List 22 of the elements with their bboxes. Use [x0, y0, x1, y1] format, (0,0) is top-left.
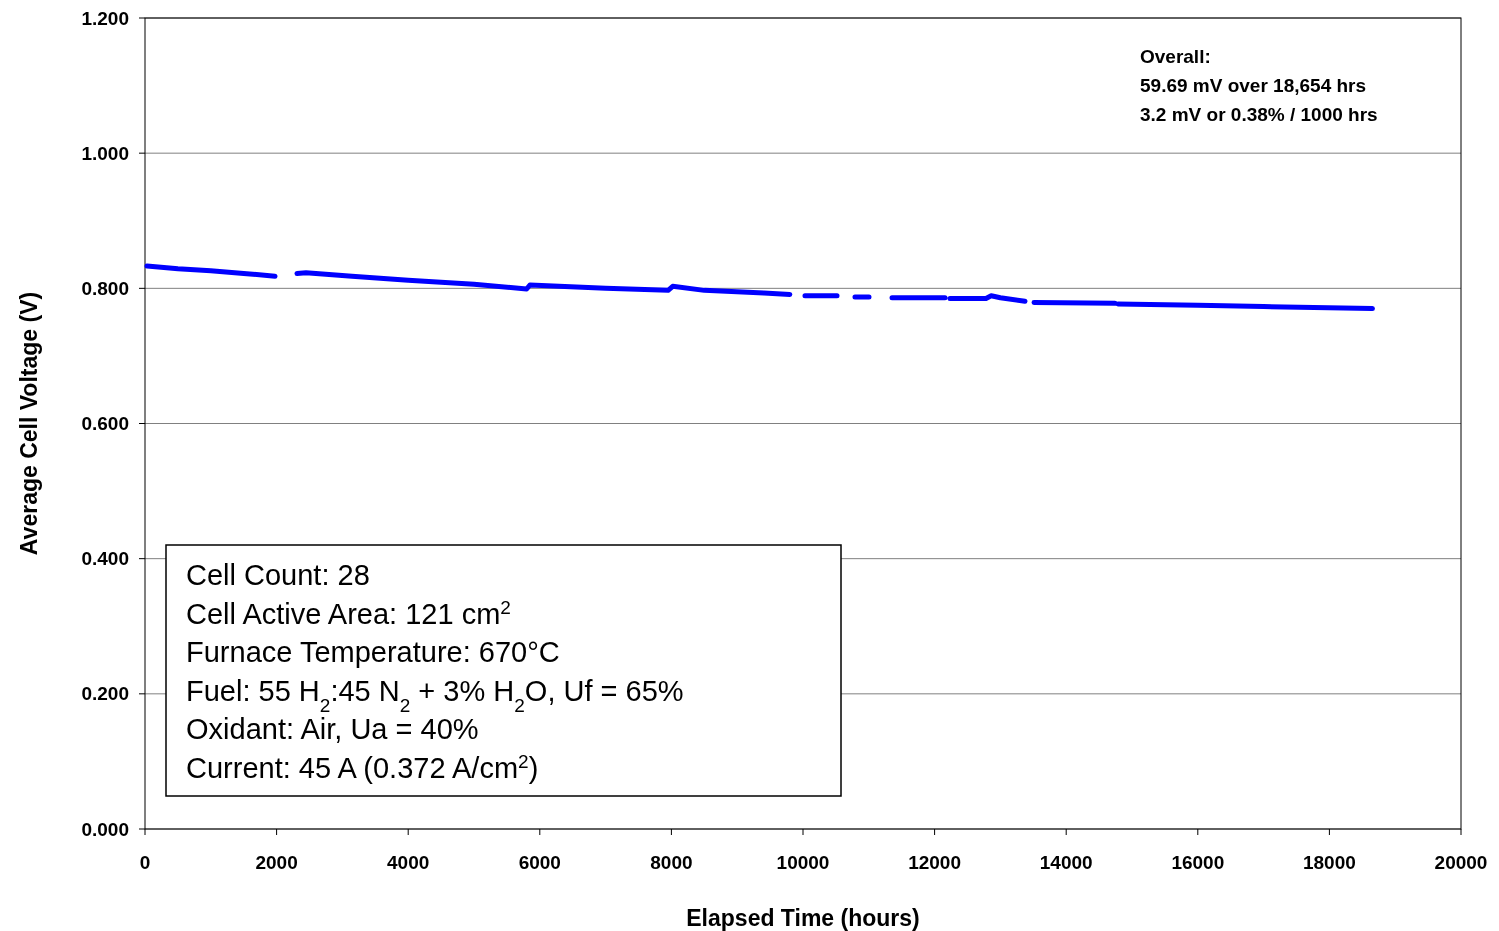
x-tick-label: 2000	[255, 852, 298, 873]
y-tick-label: 0.600	[81, 413, 129, 435]
x-tick-label: 20000	[1434, 852, 1488, 873]
x-axis-title: Elapsed Time (hours)	[686, 905, 920, 931]
y-axis-title: Average Cell Voltage (V)	[16, 291, 42, 556]
text-box: Cell Count: 28 Cell Active Area: 121 cm$^{2}$ Furnace Temperature: 670°C Fuel: 55 H$_{2}$:45 N$_{2}$ + 3% H$_{2}$O, Uf = 65% Oxidant: Air, Ua = 40% Current: 45 A (0.372 A/cm$^{2}$)	[165, 544, 842, 797]
x-tick-label: 10000	[776, 852, 830, 873]
y-tick-label: 1.000	[81, 142, 129, 164]
y-tick-label: 0.200	[81, 683, 129, 705]
x-tick-label: 8000	[650, 852, 693, 873]
y-tick-label: 0.400	[81, 548, 129, 570]
x-tick-label: 12000	[908, 852, 962, 873]
x-tick-label: 4000	[387, 852, 430, 873]
y-tick-label: 0.000	[81, 818, 129, 840]
x-tick-label: 0	[139, 852, 151, 873]
x-tick-label: 16000	[1171, 852, 1225, 873]
x-tick-label: 14000	[1039, 852, 1093, 873]
y-tick-label: 1.200	[81, 7, 129, 29]
x-tick-label: 18000	[1302, 852, 1356, 873]
annotation: Overall: 59.69 mV over 18,654 hrs 3.2 mV or 0.38% / 1000 hrs	[1140, 46, 1378, 125]
x-tick-label: 6000	[518, 852, 561, 873]
y-tick-label: 0.800	[81, 277, 129, 299]
